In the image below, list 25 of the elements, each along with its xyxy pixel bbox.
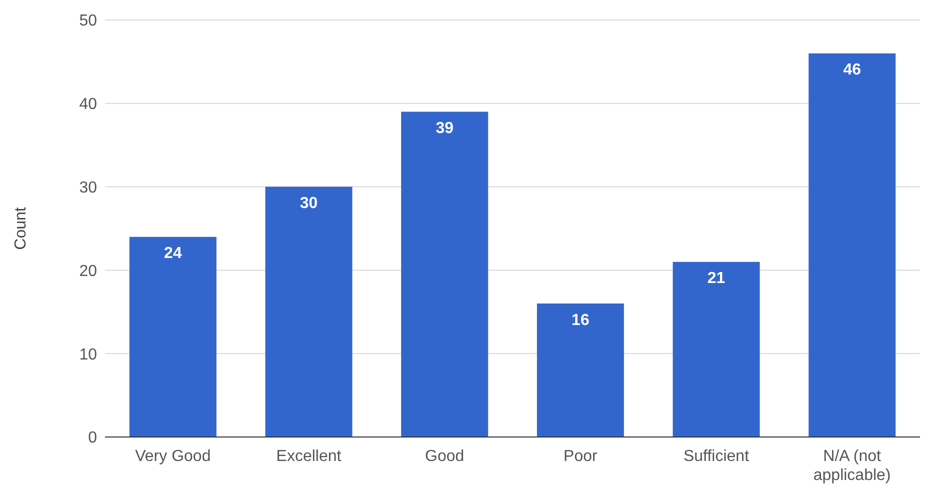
y-tick-label: 40 [79,96,98,114]
y-tick-label: 20 [79,262,98,280]
x-tick-label: Sufficient [683,448,750,465]
bar [808,53,896,437]
y-tick-label: 30 [79,179,98,196]
y-tick-label: 50 [79,12,98,30]
data-label: 30 [300,195,318,212]
data-label: 16 [572,312,590,329]
y-tick-label: 10 [79,346,98,364]
y-tick-label: 0 [88,430,98,447]
x-tick-label: Excellent [276,448,342,465]
x-tick-label: Very Good [135,448,211,465]
y-axis-title: Count [12,206,30,250]
bar [536,304,624,437]
data-label: 24 [164,245,182,262]
bar [401,112,488,437]
x-tick-label: Good [425,448,464,465]
data-label: 46 [843,62,862,79]
x-tick-label: N/A (not applicable) [813,448,891,484]
x-tick-label: Poor [564,448,598,465]
bar [265,186,352,437]
data-label: 39 [436,120,454,138]
bar [129,236,216,437]
data-label: 21 [707,270,726,288]
bar [672,262,760,437]
